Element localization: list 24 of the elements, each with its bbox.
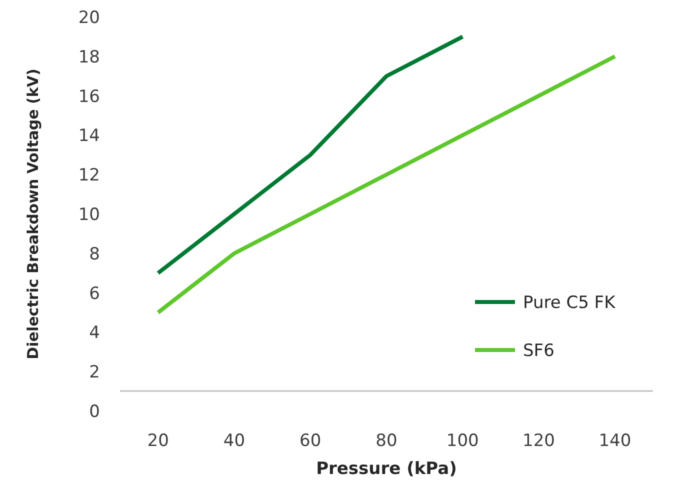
y-tick-label: 4	[89, 323, 100, 344]
x-tick-label: 80	[376, 431, 398, 451]
x-tick-label: 20	[147, 431, 169, 451]
legend-label: SF6	[523, 340, 554, 361]
x-tick-label: 140	[598, 431, 632, 451]
x-tick-label: 40	[223, 431, 246, 451]
y-tick-label: 8	[89, 244, 100, 264]
y-tick-label: 16	[78, 86, 100, 107]
y-tick-label: 18	[78, 47, 100, 68]
x-tick-label: 120	[522, 431, 556, 451]
x-axis-title: Pressure (kPa)	[316, 459, 457, 479]
y-tick-label: 12	[78, 166, 100, 186]
y-tick-label: 10	[78, 204, 100, 225]
y-tick-label: 2	[89, 362, 100, 383]
legend-label: Pure C5 FK	[523, 292, 616, 313]
y-tick-label: 20	[78, 8, 100, 28]
y-tick-label: 6	[89, 284, 100, 304]
y-axis-title: Dielectric Breakdown Voltage (kV)	[24, 68, 42, 360]
y-tick-label: 14	[78, 126, 100, 146]
y-tick-label: 0	[89, 402, 100, 422]
line-series	[156, 34, 465, 276]
x-tick-label: 60	[300, 431, 322, 451]
x-tick-label: 100	[446, 431, 479, 451]
line-series	[156, 54, 617, 314]
